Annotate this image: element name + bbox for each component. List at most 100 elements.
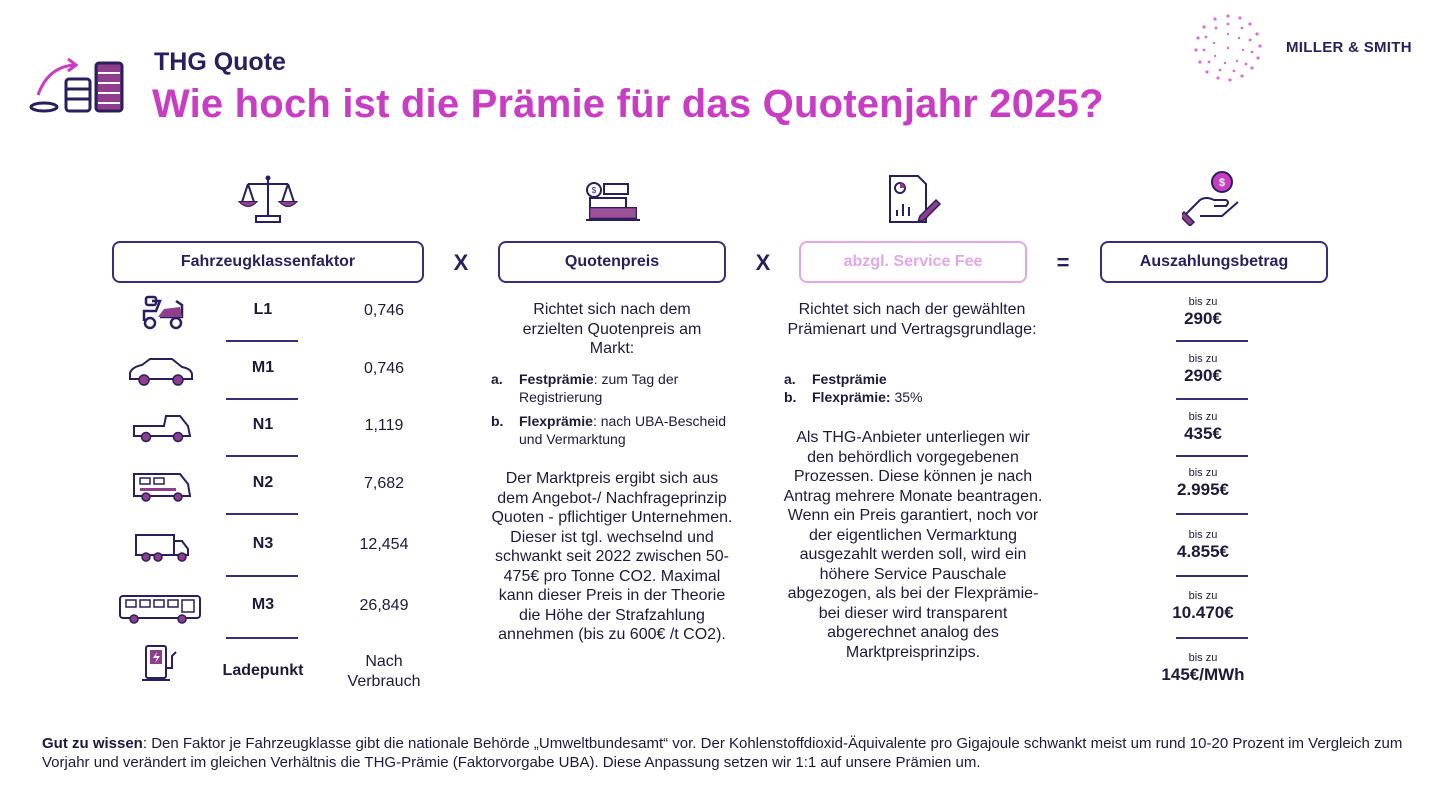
- vehicle-factor: 12,454: [359, 536, 409, 553]
- vehicle-class: N2: [252, 474, 274, 491]
- service-fee-box: abzgl. Service Fee: [799, 241, 1027, 283]
- row-divider: [226, 340, 298, 342]
- vehicle-row-n3: N3 12,454: [110, 517, 440, 575]
- vehicle-row-n1: N1 1,119: [110, 398, 440, 456]
- list-term: Festprämie: [519, 371, 594, 387]
- payout-item: bis zu 145€/MWh: [1148, 652, 1258, 685]
- vehicle-factor: 1,119: [364, 417, 404, 434]
- truck-icon: [135, 534, 189, 562]
- payout-item: bis zu 290€: [1158, 296, 1248, 329]
- list-marker: a.: [784, 371, 796, 387]
- payout-amount: 145€/MWh: [1161, 665, 1245, 684]
- payout-box: Auszahlungsbetrag: [1100, 241, 1328, 283]
- payout-amount: 290€: [1184, 366, 1222, 385]
- pickup-icon: [133, 415, 192, 443]
- vehicle-factor: Nach Verbrauch: [347, 653, 421, 690]
- svg-text:$: $: [1219, 177, 1225, 189]
- row-divider: [226, 575, 298, 577]
- coins-stack-icon: [29, 57, 124, 113]
- price-list: a. Festprämie: zum Tag der Registrierung…: [491, 370, 731, 454]
- list-term: Festprämie: [812, 371, 887, 387]
- row-divider: [226, 398, 298, 400]
- list-item: a. Festprämie: [784, 370, 1024, 388]
- payout-prefix: bis zu: [1188, 296, 1218, 308]
- fee-body: Als THG-Anbieter unterliegen wir den beh…: [783, 429, 1043, 661]
- row-divider: [226, 455, 298, 457]
- fee-intro: Richtet sich nach der gewählten Prämiena…: [787, 301, 1037, 338]
- footer-text: : Den Faktor je Fahrzeugklasse gibt die …: [42, 735, 1403, 771]
- row-divider: [226, 513, 298, 515]
- payout-item: bis zu 10.470€: [1158, 590, 1248, 623]
- payout-prefix: bis zu: [1188, 590, 1218, 602]
- price-intro: Richtet sich nach dem erzielten Quotenpr…: [522, 301, 702, 357]
- payout-item: bis zu 435€: [1158, 411, 1248, 444]
- vehicle-class: L1: [253, 301, 273, 318]
- payout-item: bis zu 2.995€: [1158, 467, 1248, 500]
- vehicle-row-m1: M1 0,746: [110, 341, 440, 399]
- list-text: : zum Tag der Registrierung: [519, 371, 679, 405]
- factor-box: Fahrzeugklassenfaktor: [112, 241, 424, 283]
- payout-amount: 2.995€: [1177, 480, 1229, 499]
- brand-name: MILLER & SMITH: [1286, 39, 1412, 56]
- vehicle-row-l1: L1 0,746: [110, 283, 440, 341]
- list-marker: a.: [491, 371, 503, 387]
- payout-amount: 435€: [1184, 424, 1222, 443]
- vehicle-row-ladepunkt: Ladepunkt Nach Verbrauch: [110, 640, 440, 690]
- list-item: b. Flexprämie: 35%: [784, 388, 1024, 406]
- list-term: Flexprämie: [519, 413, 593, 429]
- vehicle-class: N3: [252, 535, 274, 552]
- row-divider: [1176, 637, 1248, 639]
- price-box: Quotenpreis: [498, 241, 726, 283]
- row-divider: [1176, 455, 1248, 457]
- list-item: a. Festprämie: zum Tag der Registrierung: [491, 370, 731, 406]
- list-term: Flexprämie:: [812, 389, 891, 405]
- row-divider: [1176, 513, 1248, 515]
- vehicle-factor: 0,746: [363, 302, 405, 319]
- moped-icon: [142, 295, 184, 330]
- vehicle-class: Ladepunkt: [222, 662, 304, 679]
- row-divider: [1176, 398, 1248, 400]
- vehicle-class: N1: [252, 416, 274, 433]
- payout-prefix: bis zu: [1188, 467, 1218, 479]
- footer-label: Gut zu wissen: [42, 735, 143, 752]
- page-title: Wie hoch ist die Prämie für das Quotenja…: [152, 82, 1104, 126]
- hand-coin-icon: $: [1182, 171, 1239, 226]
- payout-prefix: bis zu: [1188, 652, 1218, 664]
- vehicle-class: M1: [251, 359, 275, 376]
- equals-operator: =: [1056, 250, 1070, 275]
- svg-text:$: $: [592, 186, 597, 195]
- list-marker: b.: [491, 413, 504, 429]
- list-text: : nach UBA-Bescheid und Vermarktung: [519, 413, 727, 447]
- bus-icon: [119, 595, 201, 624]
- multiply-operator: X: [453, 250, 469, 275]
- vehicle-row-m3: M3 26,849: [110, 578, 440, 636]
- price-body: Der Marktpreis ergibt sich aus dem Angeb…: [491, 470, 733, 643]
- list-item: b. Flexprämie: nach UBA-Bescheid und Ver…: [491, 412, 731, 448]
- car-icon: [129, 358, 193, 386]
- vehicle-factor: 7,682: [363, 475, 405, 492]
- van-icon: [133, 473, 192, 502]
- vehicle-factor: 0,746: [363, 360, 405, 377]
- brand-dots-icon: [1194, 14, 1262, 82]
- vehicle-factor: 26,849: [359, 597, 409, 614]
- vehicle-class: M3: [251, 596, 275, 613]
- payout-amount: 10.470€: [1172, 603, 1234, 622]
- list-text: 35%: [890, 389, 923, 405]
- vehicle-row-n2: N2 7,682: [110, 456, 440, 514]
- document-chart-icon: [889, 175, 942, 224]
- payout-amount: 4.855€: [1177, 542, 1229, 561]
- payout-prefix: bis zu: [1188, 353, 1218, 365]
- payout-item: bis zu 4.855€: [1158, 529, 1248, 562]
- payout-prefix: bis zu: [1188, 529, 1218, 541]
- row-divider: [1176, 575, 1248, 577]
- payout-prefix: bis zu: [1188, 411, 1218, 423]
- row-divider: [226, 637, 298, 639]
- page-subtitle: THG Quote: [154, 48, 286, 76]
- fee-list: a. Festprämie b. Flexprämie: 35%: [784, 370, 1024, 412]
- footer-note: Gut zu wissen: Den Faktor je Fahrzeugkla…: [42, 734, 1422, 772]
- list-marker: b.: [784, 389, 797, 405]
- row-divider: [1176, 340, 1248, 342]
- payout-item: bis zu 290€: [1158, 353, 1248, 386]
- scales-icon: [238, 175, 298, 223]
- price-bars-icon: $: [586, 182, 640, 221]
